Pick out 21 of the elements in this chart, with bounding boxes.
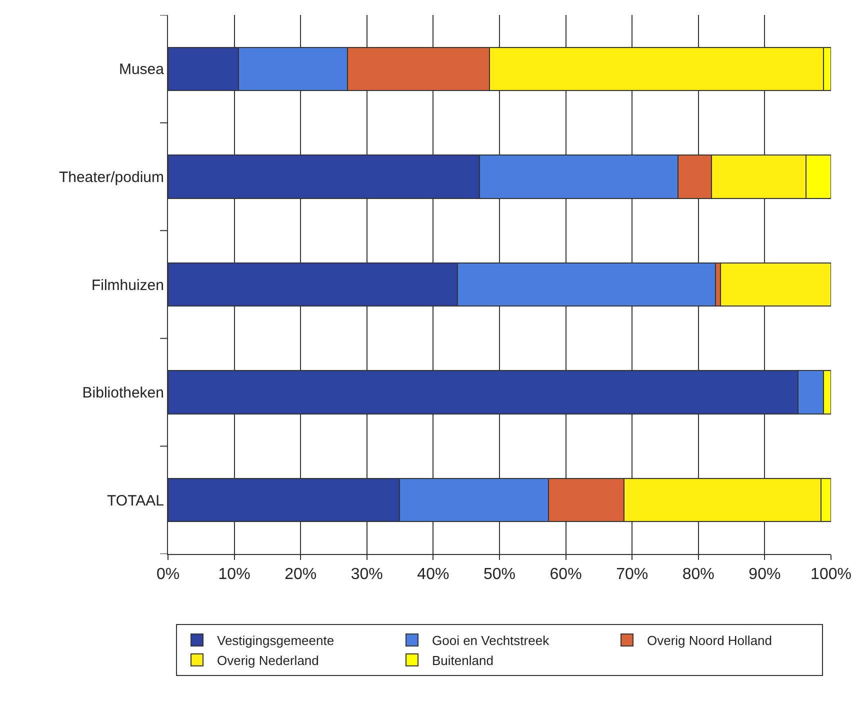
x-tick-label: 100% (810, 566, 852, 584)
legend-label: Vestigingsgemeente (217, 633, 334, 648)
x-tick-label: 80% (682, 566, 714, 584)
legend-label: Gooi en Vechtstreek (432, 633, 550, 648)
y-tick-label: TOTAAL (107, 492, 164, 510)
legend-label: Buitenland (432, 652, 494, 668)
x-tick-label: 20% (284, 566, 317, 584)
x-tick-label: 0% (156, 566, 180, 584)
x-tick-label: 50% (483, 566, 516, 584)
legend-label: Overig Nederland (217, 652, 319, 668)
y-tick-label: Theater/podium (58, 168, 164, 186)
x-tick-label: 30% (350, 566, 383, 584)
y-tick-label: Bibliotheken (82, 384, 164, 402)
x-tick-label: 70% (616, 566, 648, 584)
x-tick-label: 90% (748, 566, 781, 584)
x-tick-label: 60% (550, 566, 582, 584)
y-tick-label: Musea (118, 61, 165, 78)
legend-label: Overig Noord Holland (647, 633, 772, 648)
x-tick-label: 10% (218, 566, 250, 584)
y-tick-label: Filmhuizen (91, 276, 164, 294)
x-tick-label: 40% (417, 566, 450, 584)
